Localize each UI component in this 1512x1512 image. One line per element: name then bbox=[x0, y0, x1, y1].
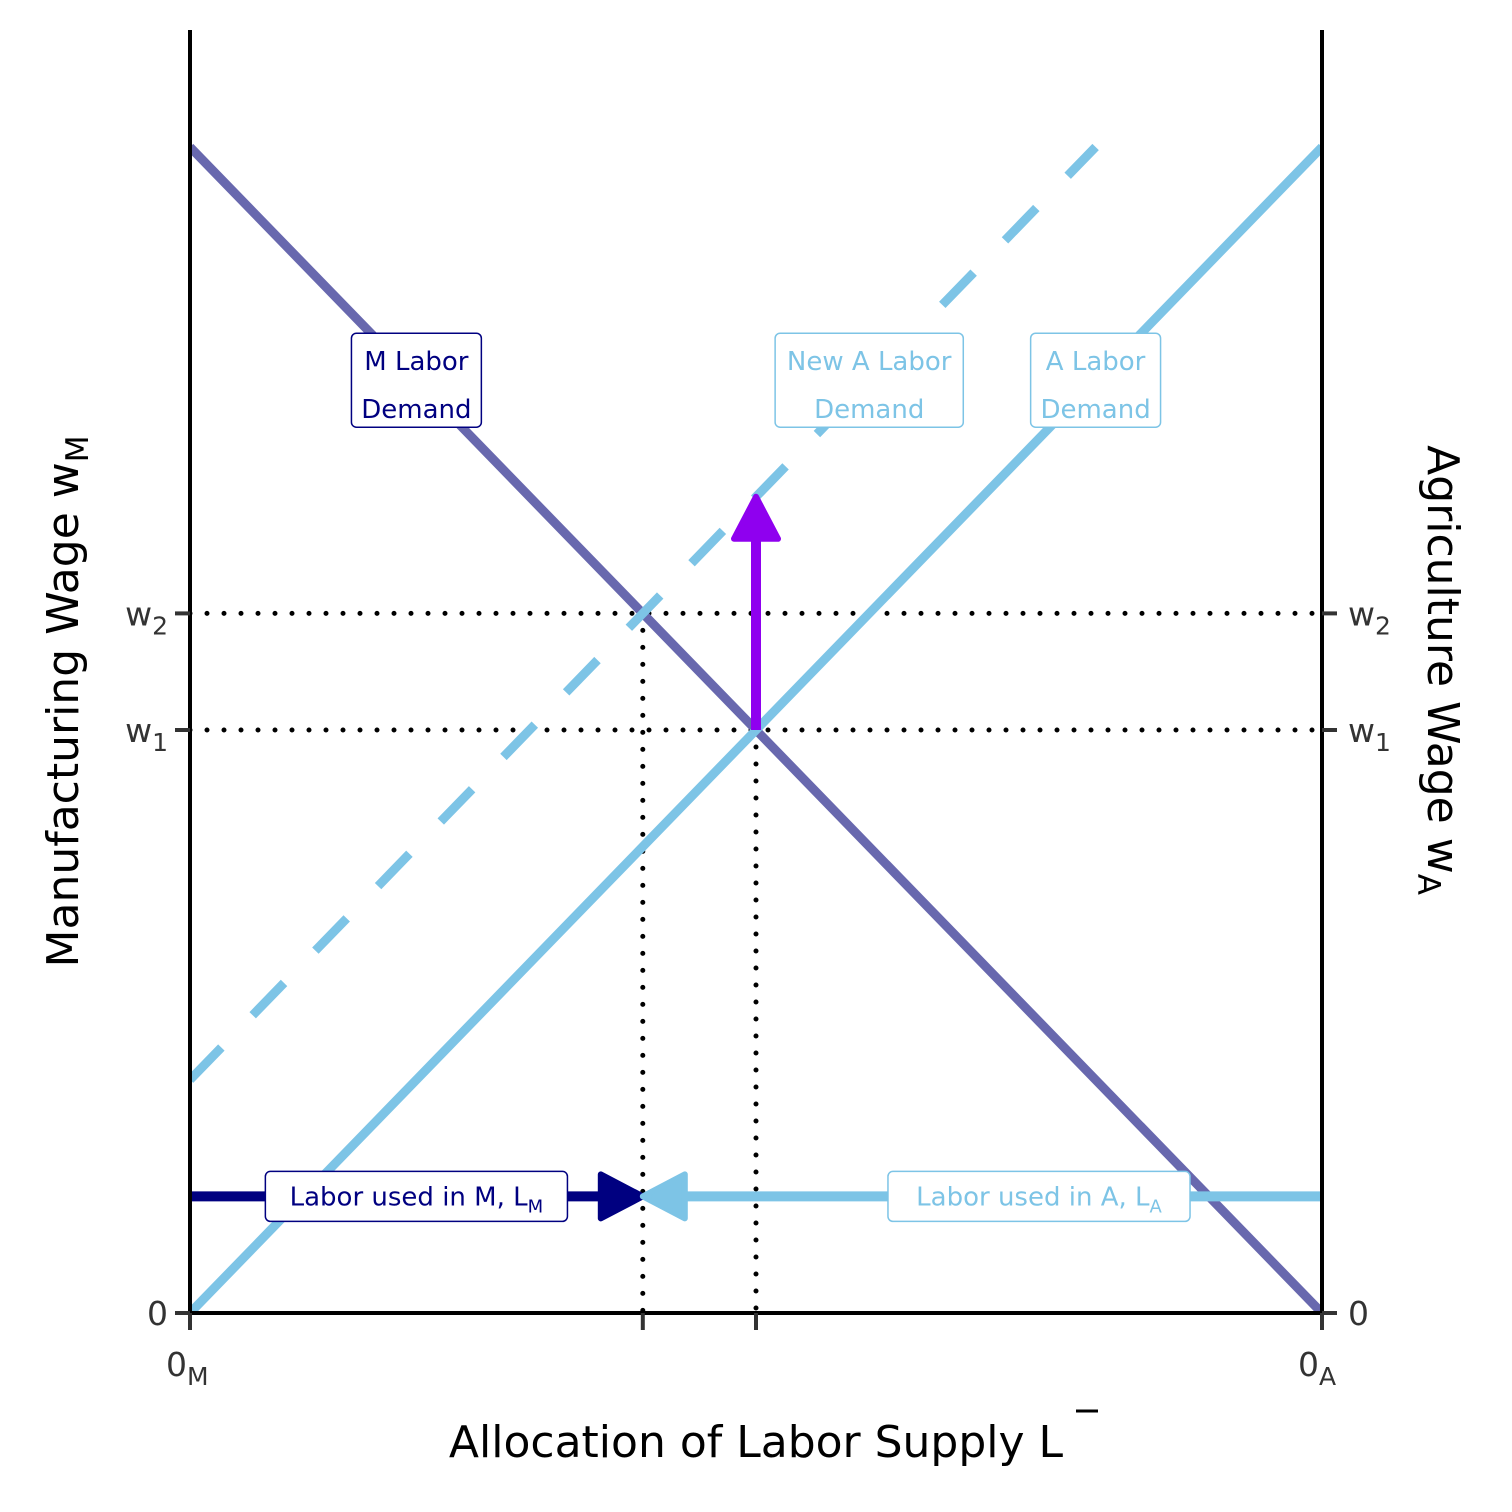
arrow-head-demand-shift bbox=[731, 493, 781, 542]
annotation-box-3 bbox=[264, 1170, 569, 1223]
annotation-0: M Labor Demand bbox=[350, 332, 483, 428]
y-tick-label-left-2: w2 bbox=[125, 594, 168, 640]
y-tick-label-left-1: w1 bbox=[125, 711, 168, 757]
y-tick-label-left-0: 0 bbox=[147, 1294, 168, 1333]
annotation-box-2 bbox=[1029, 332, 1162, 428]
arrow-head-labor-a bbox=[639, 1171, 688, 1222]
y-axis-title-right: Agriculture Wage wA bbox=[1410, 445, 1468, 895]
y-tick-label-right-0: 0 bbox=[1348, 1294, 1369, 1333]
annotation-1: New A Labor Demand bbox=[774, 332, 965, 428]
annotation-box-4 bbox=[887, 1170, 1191, 1223]
y-axis-title-left: Manufacturing Wage wM bbox=[38, 436, 96, 968]
annotation-3: Labor used in M, LM bbox=[264, 1170, 569, 1223]
x-axis-title: Allocation of Labor Supply L bbox=[449, 1417, 1064, 1468]
arrow-head-labor-m bbox=[597, 1171, 646, 1222]
series-line-new-a-labor-demand bbox=[190, 143, 1099, 1083]
annotation-text-1-line2: Demand bbox=[814, 395, 924, 425]
annotation-box-1 bbox=[774, 332, 965, 428]
y-tick-label-right-1: w1 bbox=[1348, 711, 1391, 757]
annotation-text-3: Labor used in M, LM bbox=[290, 1182, 544, 1217]
y-tick-label-right-2: w2 bbox=[1348, 594, 1391, 640]
x-tick-label-0: 0M bbox=[166, 1345, 209, 1391]
annotation-2: A Labor Demand bbox=[1029, 332, 1162, 428]
annotation-text-0-line1: M Labor bbox=[364, 347, 469, 377]
annotation-4: Labor used in A, LA bbox=[887, 1170, 1191, 1223]
annotation-text-2-line1: A Labor bbox=[1046, 347, 1146, 377]
annotation-text-1-line1: New A Labor bbox=[787, 347, 952, 377]
annotation-text-4: Labor used in A, LA bbox=[916, 1182, 1162, 1217]
annotation-text-0-line2: Demand bbox=[361, 395, 471, 425]
annotation-box-0 bbox=[350, 332, 483, 428]
x-tick-label-3: 0A bbox=[1298, 1345, 1336, 1391]
annotation-text-2-line2: Demand bbox=[1040, 395, 1150, 425]
